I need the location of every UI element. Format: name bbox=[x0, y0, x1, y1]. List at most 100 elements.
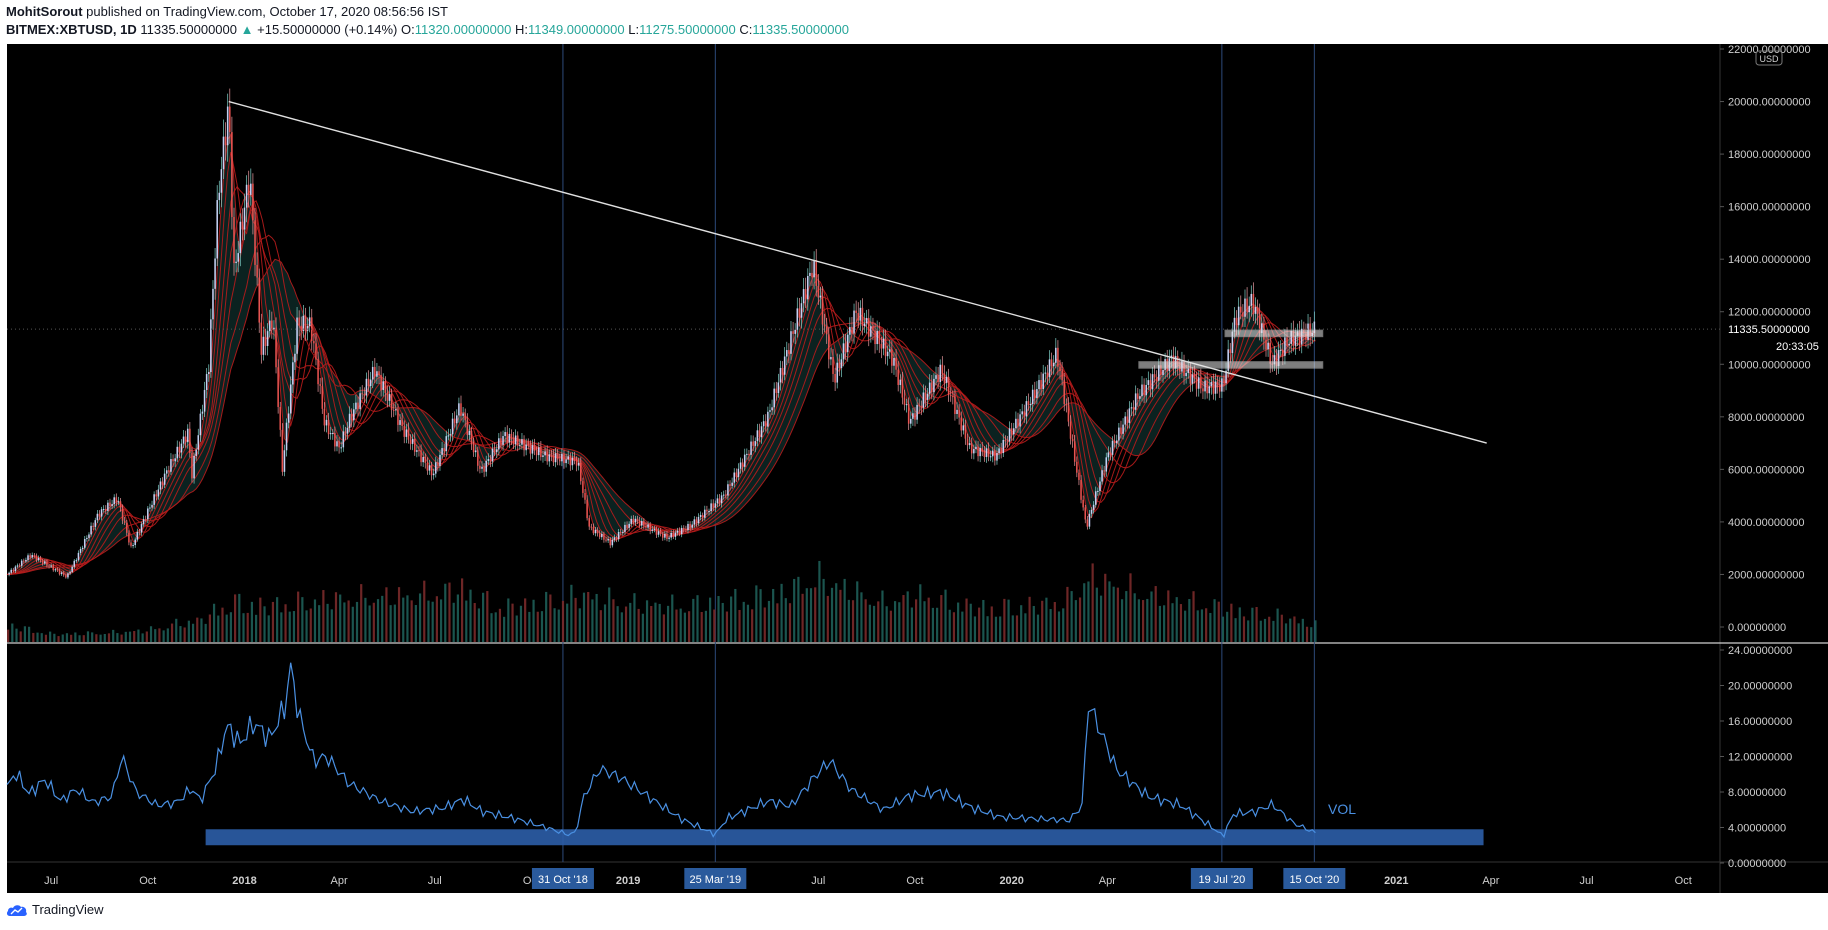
candle-body bbox=[722, 494, 725, 496]
volume-bar bbox=[233, 594, 237, 642]
candle-body bbox=[611, 539, 614, 546]
volume-bar bbox=[1158, 605, 1162, 642]
candle-body bbox=[880, 343, 883, 349]
candle-body bbox=[44, 561, 46, 564]
volatility-line[interactable] bbox=[6, 662, 1316, 839]
candle-body bbox=[1139, 396, 1141, 399]
volume-bar bbox=[288, 611, 291, 642]
volume-bar bbox=[271, 601, 275, 642]
volume-bar bbox=[566, 603, 569, 642]
candle-body bbox=[682, 527, 685, 530]
candle-body bbox=[542, 455, 544, 457]
candle-body bbox=[809, 272, 811, 276]
candle-body bbox=[493, 448, 496, 453]
candle-body bbox=[378, 371, 380, 376]
candle-body bbox=[1206, 380, 1208, 394]
marker-date-label: 15 Oct '20 bbox=[1289, 874, 1339, 886]
candle-body bbox=[580, 462, 582, 482]
candle-body bbox=[228, 106, 231, 133]
candle-body bbox=[462, 413, 464, 416]
candle-body bbox=[304, 315, 307, 331]
volume-bar bbox=[515, 615, 518, 642]
candle-body bbox=[752, 441, 754, 446]
volume-bar bbox=[587, 591, 590, 642]
time-tick-label: 2019 bbox=[616, 875, 640, 887]
volume-bar bbox=[1150, 591, 1153, 642]
resistance-zone-box[interactable] bbox=[1224, 329, 1324, 338]
open-value: 11320.00000000 bbox=[414, 22, 512, 37]
volatility-band[interactable] bbox=[205, 829, 1484, 846]
candle-body bbox=[552, 455, 555, 463]
volume-bar bbox=[309, 608, 312, 642]
candle-body bbox=[851, 327, 853, 334]
candle-body bbox=[1006, 441, 1009, 443]
volume-bar bbox=[692, 598, 695, 642]
volume-bar bbox=[835, 583, 838, 642]
candle-body bbox=[300, 325, 303, 331]
candle-body bbox=[952, 396, 954, 398]
candle-body bbox=[983, 451, 986, 457]
candle-body bbox=[1160, 365, 1162, 375]
volume-bar bbox=[334, 592, 338, 642]
currency-badge-frame[interactable] bbox=[1755, 50, 1783, 66]
currency-badge[interactable]: USD bbox=[1759, 54, 1779, 64]
volume-bar bbox=[545, 591, 548, 642]
candle-body bbox=[329, 433, 332, 435]
candle-body bbox=[479, 465, 481, 469]
candle-body bbox=[987, 448, 990, 457]
candle-body bbox=[205, 374, 208, 390]
candle-body bbox=[596, 529, 599, 534]
volume-bar bbox=[145, 631, 148, 642]
candle-body bbox=[811, 272, 813, 278]
volume-bar bbox=[759, 589, 762, 642]
symbol-name[interactable]: BITMEX:XBTUSD, 1D bbox=[6, 22, 137, 37]
tradingview-logo[interactable]: TradingView bbox=[6, 902, 104, 917]
price-y-axis[interactable]: 0.00000000 2000.00000000 4000.00000000 6000… bbox=[1720, 44, 1811, 634]
support-zone-box[interactable] bbox=[1138, 361, 1324, 369]
volume-bar bbox=[393, 604, 396, 642]
volume-bar bbox=[1095, 587, 1098, 642]
candles[interactable] bbox=[8, 88, 1316, 580]
candle-body bbox=[296, 317, 298, 354]
candle-body bbox=[613, 537, 616, 540]
volume-bar bbox=[624, 606, 628, 642]
volume-bar bbox=[381, 595, 384, 642]
candle-body bbox=[136, 531, 139, 540]
price-tick-label: 12000.00000000 bbox=[1728, 307, 1811, 319]
candle-body bbox=[794, 329, 796, 334]
volume-bar bbox=[305, 610, 308, 642]
descending-trendline[interactable] bbox=[228, 100, 1487, 444]
volume-bar bbox=[914, 599, 918, 642]
candle-body bbox=[603, 533, 605, 540]
candle-body bbox=[502, 436, 504, 445]
candle-body bbox=[727, 484, 729, 496]
candle-body bbox=[886, 351, 889, 357]
candle-body bbox=[355, 402, 357, 410]
volume-bar bbox=[969, 603, 972, 642]
volume-bar bbox=[1234, 618, 1237, 642]
candle-body bbox=[1239, 306, 1242, 313]
price-tick-label: 14000.00000000 bbox=[1728, 254, 1811, 266]
volume-bar bbox=[679, 608, 682, 642]
candle-body bbox=[182, 436, 185, 444]
candle-body bbox=[1202, 388, 1204, 392]
volume-bar bbox=[1305, 626, 1309, 642]
candle-body bbox=[1158, 365, 1160, 381]
candle-body bbox=[147, 508, 149, 520]
candle-body bbox=[1120, 427, 1122, 434]
candle-body bbox=[1197, 377, 1200, 389]
candle-body bbox=[1012, 428, 1015, 435]
volume-bar bbox=[284, 604, 287, 642]
candle-body bbox=[706, 509, 708, 512]
candle-body bbox=[973, 448, 975, 454]
candle-body bbox=[426, 462, 429, 471]
candle-body bbox=[859, 307, 862, 321]
candle-body bbox=[575, 459, 578, 466]
vol-y-axis[interactable]: 0.00000000 4.00000000 8.00000000 12.0000000… bbox=[1720, 645, 1792, 870]
candle-body bbox=[287, 413, 290, 423]
candle-body bbox=[252, 183, 254, 221]
candle-body bbox=[1050, 359, 1053, 367]
candle-body bbox=[29, 555, 31, 558]
author-name[interactable]: MohitSorout bbox=[6, 4, 83, 19]
